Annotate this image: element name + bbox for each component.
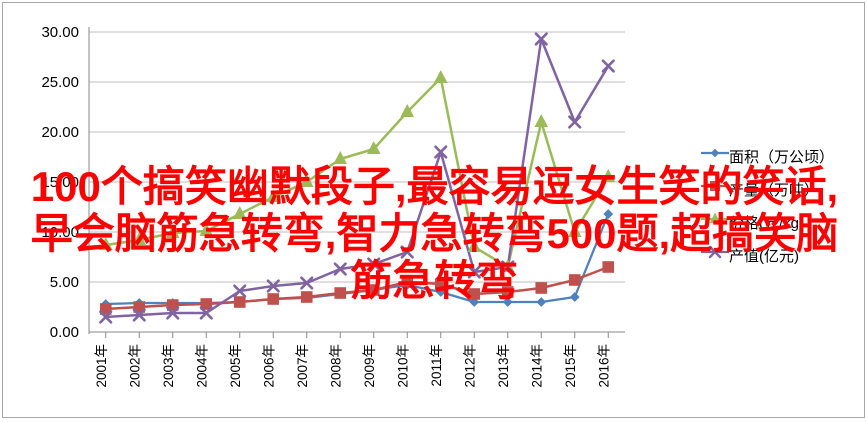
svg-text:2002年: 2002年 xyxy=(127,344,142,388)
svg-text:0.00: 0.00 xyxy=(50,324,79,341)
svg-text:2012年: 2012年 xyxy=(462,344,477,388)
svg-text:2014年: 2014年 xyxy=(529,344,544,388)
svg-text:20.00: 20.00 xyxy=(41,124,79,141)
svg-text:2013年: 2013年 xyxy=(496,344,511,388)
svg-text:2006年: 2006年 xyxy=(261,344,276,388)
svg-text:30.00: 30.00 xyxy=(41,24,79,41)
svg-text:2015年: 2015年 xyxy=(563,344,578,388)
svg-text:2005年: 2005年 xyxy=(228,344,243,388)
svg-text:2011年: 2011年 xyxy=(429,344,444,387)
svg-text:25.00: 25.00 xyxy=(41,74,79,91)
svg-text:2008年: 2008年 xyxy=(328,344,343,388)
svg-text:2010年: 2010年 xyxy=(395,344,410,388)
svg-text:2004年: 2004年 xyxy=(194,344,209,388)
svg-text:2016年: 2016年 xyxy=(596,344,611,388)
svg-text:2007年: 2007年 xyxy=(295,344,310,388)
svg-text:2003年: 2003年 xyxy=(161,344,176,388)
svg-text:2009年: 2009年 xyxy=(362,344,377,388)
svg-text:2001年: 2001年 xyxy=(94,344,109,388)
